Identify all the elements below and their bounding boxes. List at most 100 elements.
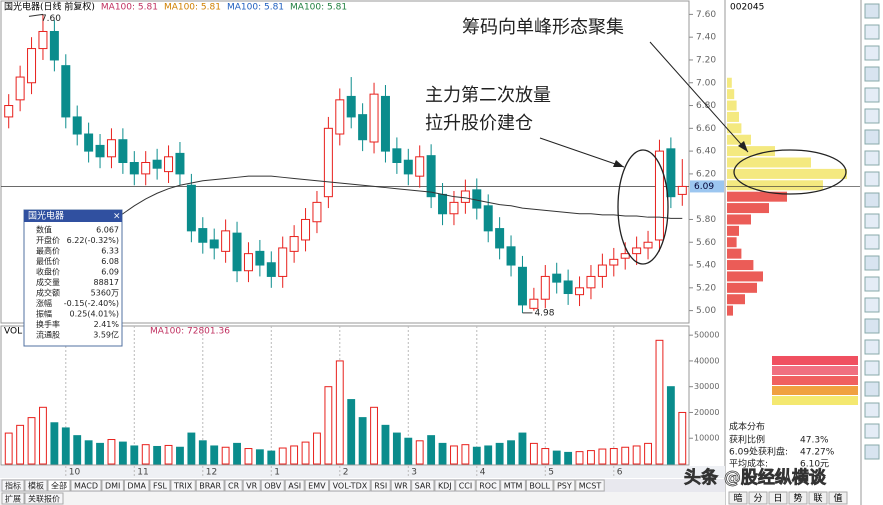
tab-label[interactable]: TRIX bbox=[173, 482, 193, 491]
tab-box[interactable] bbox=[370, 479, 391, 492]
tab-box[interactable] bbox=[224, 479, 243, 492]
tab-box[interactable] bbox=[390, 479, 412, 492]
tab[interactable]: VOL-TDX bbox=[329, 479, 371, 492]
side-tab[interactable] bbox=[768, 491, 788, 505]
tab-label[interactable]: MTM bbox=[504, 482, 523, 491]
tab[interactable]: BRAR bbox=[195, 479, 225, 492]
toolbar-icon[interactable] bbox=[864, 423, 880, 439]
tab[interactable]: FSL bbox=[149, 479, 171, 492]
toolbar-icon[interactable] bbox=[864, 276, 880, 292]
tab-label[interactable]: KDJ bbox=[438, 482, 452, 491]
tab[interactable]: DMA bbox=[123, 479, 150, 492]
tab-label[interactable]: 关联报价 bbox=[28, 494, 60, 504]
tab[interactable]: ROC bbox=[475, 479, 501, 492]
tab-label[interactable]: VOL-TDX bbox=[333, 482, 368, 491]
tab[interactable]: VR bbox=[242, 479, 261, 492]
tab-box[interactable] bbox=[329, 479, 371, 492]
tab-label[interactable]: EMV bbox=[308, 482, 326, 491]
tab-box[interactable] bbox=[1, 492, 25, 505]
toolbar-icon[interactable] bbox=[864, 339, 880, 355]
toolbar-icon[interactable] bbox=[864, 108, 880, 124]
tab-label[interactable]: SAR bbox=[415, 482, 432, 491]
toolbar-icon[interactable] bbox=[864, 192, 880, 208]
tab[interactable]: PSY bbox=[553, 479, 576, 492]
toolbar-icon[interactable] bbox=[864, 150, 880, 166]
tab-label[interactable]: MACD bbox=[74, 482, 98, 491]
tab[interactable]: MTM bbox=[500, 479, 526, 492]
side-tab[interactable] bbox=[728, 491, 748, 505]
tab[interactable]: 全部 bbox=[47, 479, 71, 492]
tab-box[interactable] bbox=[434, 479, 456, 492]
tab-label[interactable]: 指标 bbox=[5, 481, 21, 491]
toolbar-icon[interactable] bbox=[864, 213, 880, 229]
toolbar-icon[interactable] bbox=[864, 402, 880, 418]
tab-box[interactable] bbox=[170, 479, 196, 492]
tab-box[interactable] bbox=[24, 492, 64, 505]
toolbar-icon[interactable] bbox=[864, 381, 880, 397]
tab-box[interactable] bbox=[553, 479, 576, 492]
side-tab[interactable] bbox=[828, 491, 848, 505]
tab-box[interactable] bbox=[70, 479, 102, 492]
toolbar-icon[interactable] bbox=[864, 318, 880, 334]
tab-box[interactable] bbox=[525, 479, 554, 492]
tab-label[interactable]: OBV bbox=[264, 482, 282, 491]
tab-box[interactable] bbox=[101, 479, 124, 492]
side-tab[interactable] bbox=[748, 491, 768, 505]
tab[interactable]: ASI bbox=[284, 479, 305, 492]
tab-label[interactable]: WR bbox=[394, 482, 408, 491]
tab-box[interactable] bbox=[195, 479, 225, 492]
tab-label[interactable]: 全部 bbox=[51, 481, 67, 491]
tab[interactable]: 模板 bbox=[24, 479, 48, 492]
tab[interactable]: KDJ bbox=[434, 479, 456, 492]
toolbar-icon[interactable] bbox=[864, 444, 880, 460]
tab-box[interactable] bbox=[411, 479, 435, 492]
tab[interactable]: 指标 bbox=[1, 479, 25, 492]
side-tab[interactable] bbox=[808, 491, 828, 505]
side-tab-label[interactable]: 暗 bbox=[733, 492, 742, 504]
tab-label[interactable]: PSY bbox=[557, 482, 572, 491]
side-tab-label[interactable]: 联 bbox=[813, 493, 822, 504]
tab-box[interactable] bbox=[304, 479, 330, 492]
tab[interactable]: MACD bbox=[70, 479, 102, 492]
tab-box[interactable] bbox=[575, 479, 605, 492]
toolbar-icon[interactable] bbox=[864, 129, 880, 145]
tab[interactable]: EMV bbox=[304, 479, 330, 492]
tab[interactable]: DMI bbox=[101, 479, 124, 492]
tab-box[interactable] bbox=[260, 479, 285, 492]
tab-label[interactable]: 扩展 bbox=[5, 494, 21, 504]
tab-box[interactable] bbox=[284, 479, 305, 492]
tab-box[interactable] bbox=[1, 479, 25, 492]
tab-label[interactable]: RSI bbox=[374, 482, 387, 491]
tab-label[interactable]: BOLL bbox=[529, 482, 550, 491]
toolbar-icon[interactable] bbox=[864, 360, 880, 376]
tab[interactable]: SAR bbox=[411, 479, 435, 492]
side-tab[interactable] bbox=[788, 491, 808, 505]
tab[interactable]: 关联报价 bbox=[24, 492, 64, 505]
tab[interactable]: CR bbox=[224, 479, 243, 492]
toolbar-icon[interactable] bbox=[864, 234, 880, 250]
side-tab-label[interactable]: 势 bbox=[793, 492, 802, 504]
toolbar-icon[interactable] bbox=[864, 87, 880, 103]
tab[interactable]: WR bbox=[390, 479, 412, 492]
tab[interactable]: RSI bbox=[370, 479, 391, 492]
tab-label[interactable]: CR bbox=[228, 482, 240, 491]
tab-label[interactable]: CCI bbox=[459, 482, 473, 491]
tab-label[interactable]: BRAR bbox=[199, 482, 221, 491]
side-tab-label[interactable]: 分 bbox=[753, 493, 762, 504]
side-tab-label[interactable]: 日 bbox=[773, 493, 782, 504]
tab-label[interactable]: VR bbox=[246, 482, 257, 491]
tab-box[interactable] bbox=[123, 479, 150, 492]
tab-box[interactable] bbox=[24, 479, 48, 492]
tab[interactable]: 扩展 bbox=[1, 492, 25, 505]
tab-box[interactable] bbox=[242, 479, 261, 492]
toolbar-icon[interactable] bbox=[864, 3, 880, 19]
tab[interactable]: CCI bbox=[455, 479, 476, 492]
tab-box[interactable] bbox=[500, 479, 526, 492]
tab-label[interactable]: FSL bbox=[153, 482, 168, 491]
tab-label[interactable]: ROC bbox=[479, 482, 497, 491]
toolbar-icon[interactable] bbox=[864, 297, 880, 313]
toolbar-icon[interactable] bbox=[864, 45, 880, 61]
tab[interactable]: BOLL bbox=[525, 479, 554, 492]
tab-label[interactable]: MCST bbox=[579, 482, 602, 491]
tab[interactable]: TRIX bbox=[170, 479, 196, 492]
